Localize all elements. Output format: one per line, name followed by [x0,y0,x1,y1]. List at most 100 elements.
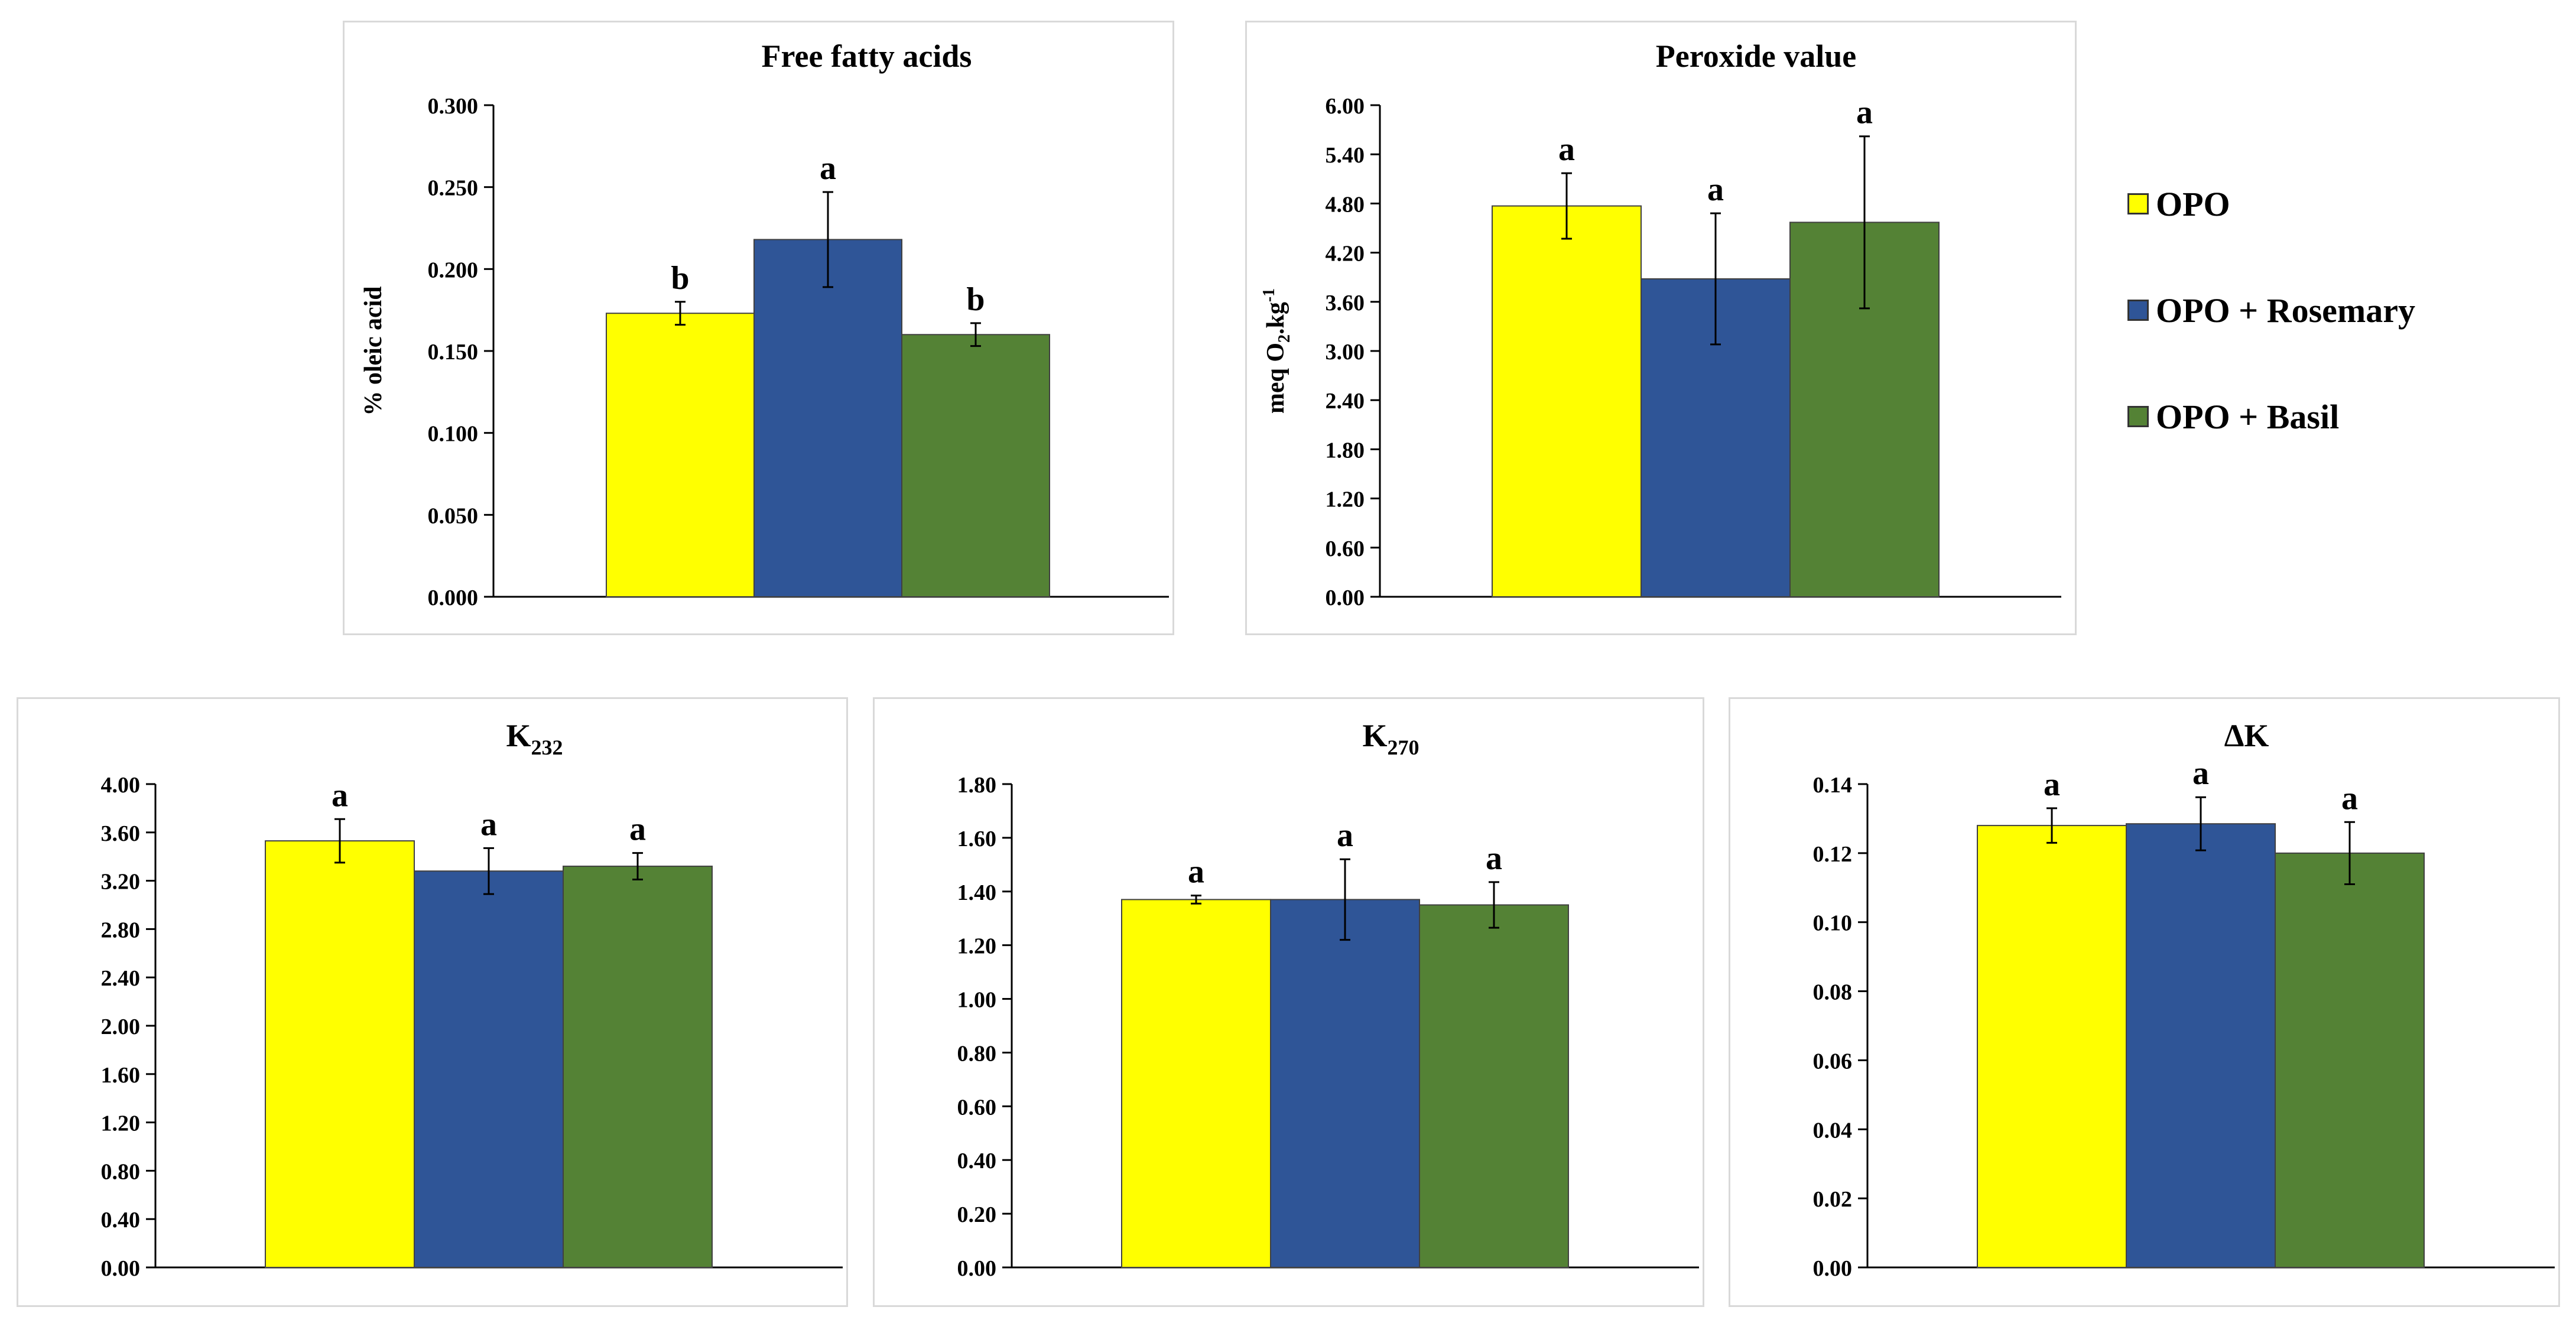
significance-label: a [1856,95,1873,131]
y-tick-label: 3.60 [101,821,141,846]
y-tick-label: 3.20 [101,870,141,895]
y-tick-label: 1.60 [101,1063,141,1088]
y-tick-label: 1.40 [957,880,997,905]
y-tick-label: 2.40 [1326,389,1365,414]
bar-opo-basil [563,866,713,1268]
chart-delta-k: ΔK 0.00 0.02 0.04 0.06 0.08 0.10 0.12 0.14 a a a [1813,718,2555,1281]
y-tick-label: 3.00 [1326,340,1365,365]
chart-title: Peroxide value [1656,38,1856,74]
significance-label: a [480,806,497,843]
bar-opo-basil [2275,852,2425,1269]
significance-label: a [2341,780,2358,817]
legend-label-opo: OPO [2156,184,2230,223]
y-tick-label: 0.60 [957,1095,997,1120]
y-tick-label: 0.100 [428,422,479,447]
chart-title: K232 [506,718,563,759]
significance-label: a [629,811,646,848]
y-tick-label: 0.40 [101,1208,141,1233]
legend: OPO OPO + Rosemary OPO + Basil [2127,177,2415,496]
y-tick-label: 3.60 [1326,291,1365,316]
significance-label: a [332,777,348,814]
y-tick-label: 0.300 [428,94,479,119]
bar-opo-basil [901,334,1050,597]
bar-opo [265,840,415,1269]
chart-title: ΔK [2224,718,2269,753]
legend-label-opo-basil: OPO + Basil [2156,397,2340,436]
bar-opo [1492,205,1642,597]
significance-label: a [2192,755,2209,792]
legend-swatch-opo-rosemary [2127,300,2149,321]
chart-panel-delta-k: ΔK 0.00 0.02 0.04 0.06 0.08 0.10 0.12 0.14 a a a [1729,697,2560,1307]
y-tick-label: 0.60 [1326,537,1365,561]
y-tick-label: 0.80 [101,1159,141,1184]
bar-opo-rosemary [2126,823,2276,1268]
y-tick-label: 0.14 [1813,773,1853,798]
chart-free-fatty-acids: Free fatty acids 0.000 0.050 0.100 0.150 0.20… [360,38,1169,610]
significance-label: a [2044,766,2060,803]
legend-swatch-opo-basil [2127,406,2149,427]
y-tick-label: 1.20 [1326,487,1365,512]
y-tick-label: 2.80 [101,918,141,942]
y-tick-label: 1.00 [957,988,997,1013]
y-tick-label: 0.80 [957,1041,997,1066]
chart-k270: K270 0.00 0.20 0.40 0.60 0.80 1.00 1.20 1.40 1.60… [957,718,1699,1281]
y-tick-label: 0.12 [1813,842,1853,867]
y-tick-label: 6.00 [1326,94,1365,119]
y-tick-label: 0.10 [1813,911,1853,936]
bar-opo [1977,825,2127,1269]
y-tick-label: 0.40 [957,1149,997,1173]
chart-panel-k232: K232 0.00 0.40 0.80 1.20 1.60 2.00 2.40 2.80 3.20… [17,697,848,1307]
y-tick-label: 1.20 [957,934,997,959]
y-tick-label: 0.00 [1813,1256,1853,1281]
y-tick-label: 0.20 [957,1202,997,1227]
y-tick-label: 0.02 [1813,1187,1853,1212]
significance-label: a [1188,854,1204,890]
bar-opo [606,313,755,597]
y-tick-label: 0.150 [428,340,479,365]
legend-swatch-opo [2127,193,2149,214]
y-axis-label: meq O2.kg-1 [1260,288,1294,414]
y-tick-label: 0.00 [101,1256,141,1281]
legend-item-opo-rosemary: OPO + Rosemary [2127,284,2415,337]
y-tick-label: 4.00 [101,773,141,798]
y-tick-label: 0.08 [1813,980,1853,1005]
bar-opo-rosemary [1270,899,1420,1268]
y-tick-label: 0.200 [428,258,479,282]
chart-peroxide-value: Peroxide value 0.00 0.60 1.20 1.80 2.40 3.00 3.… [1260,38,2061,610]
y-tick-label: 5.40 [1326,143,1365,168]
bar-opo-basil [1419,904,1569,1268]
y-tick-label: 0.050 [428,503,479,528]
legend-item-opo-basil: OPO + Basil [2127,390,2415,443]
bar-opo-rosemary [753,239,902,597]
bar-opo-rosemary [414,870,564,1268]
y-axis-label: % oleic acid [360,286,387,415]
chart-title: K270 [1362,718,1419,759]
y-tick-label: 0.000 [428,586,479,610]
y-tick-label: 1.80 [1326,438,1365,463]
y-tick-label: 0.00 [957,1256,997,1281]
significance-label: b [671,260,689,297]
legend-label-opo-rosemary: OPO + Rosemary [2156,291,2415,330]
legend-item-opo: OPO [2127,177,2415,230]
y-tick-label: 4.20 [1326,242,1365,266]
significance-label: b [966,281,985,318]
chart-title: Free fatty acids [762,38,972,74]
bar-opo [1121,899,1271,1268]
y-tick-label: 4.80 [1326,192,1365,217]
significance-label: a [1337,817,1353,854]
significance-label: a [1486,840,1502,877]
chart-panel-peroxide-value: Peroxide value 0.00 0.60 1.20 1.80 2.40 3.00 3.… [1245,21,2077,635]
chart-panel-free-fatty-acids: Free fatty acids 0.000 0.050 0.100 0.150 0.20… [343,21,1174,635]
y-tick-label: 0.06 [1813,1049,1853,1074]
significance-label: a [1707,171,1724,208]
significance-label: a [820,150,836,187]
y-tick-label: 0.00 [1326,586,1365,610]
y-tick-label: 1.60 [957,827,997,851]
y-tick-label: 1.20 [101,1111,141,1136]
chart-panel-k270: K270 0.00 0.20 0.40 0.60 0.80 1.00 1.20 1.40 1.60… [873,697,1704,1307]
y-tick-label: 0.04 [1813,1118,1853,1143]
chart-k232: K232 0.00 0.40 0.80 1.20 1.60 2.00 2.40 2.80 3.20… [101,718,843,1281]
y-tick-label: 0.250 [428,176,479,201]
y-tick-label: 1.80 [957,773,997,798]
significance-label: a [1558,131,1575,168]
